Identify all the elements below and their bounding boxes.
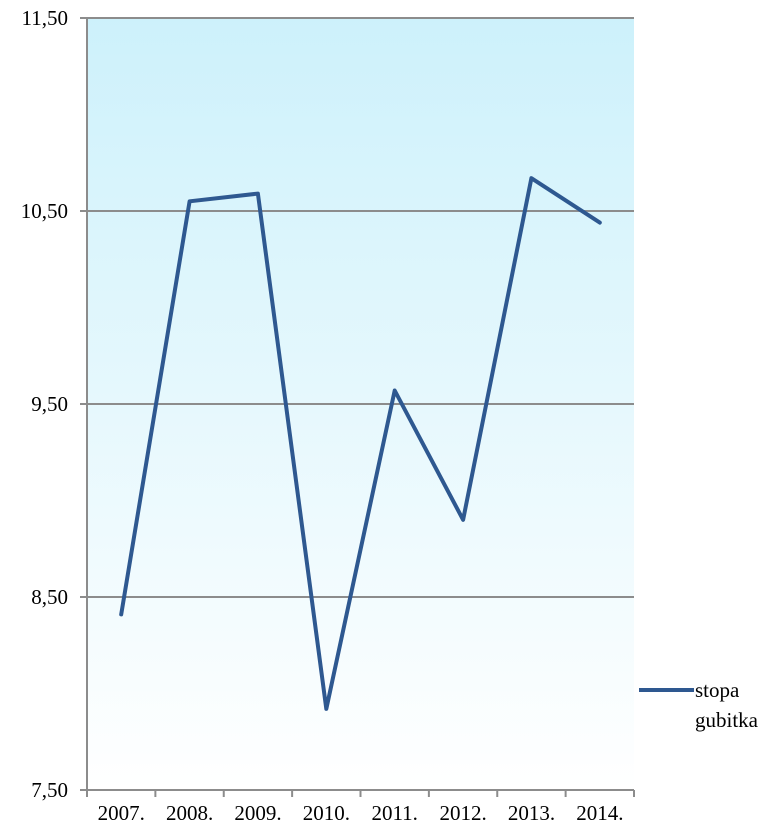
y-tick-label: 9,50 bbox=[31, 392, 68, 416]
y-tick-label: 10,50 bbox=[21, 199, 68, 223]
x-tick-label: 2010. bbox=[303, 801, 350, 825]
x-tick-label: 2014. bbox=[576, 801, 623, 825]
series-group bbox=[119, 176, 602, 711]
x-tick-label: 2013. bbox=[508, 801, 555, 825]
y-tick-label: 11,50 bbox=[22, 6, 68, 30]
y-tick-label: 8,50 bbox=[31, 585, 68, 609]
x-tick-label: 2007. bbox=[98, 801, 145, 825]
x-tick-label: 2012. bbox=[439, 801, 486, 825]
legend: stopa gubitka bbox=[639, 678, 759, 732]
x-axis-labels: 2007. 2008. 2009. 2010. 2011. 2012. 2013. 2014. bbox=[98, 801, 624, 825]
y-axis-labels: 7,50 8,50 9,50 10,50 11,50 bbox=[21, 6, 68, 802]
x-tick-label: 2011. bbox=[371, 801, 417, 825]
legend-label-line-2: gubitka bbox=[695, 708, 759, 732]
x-tick-label: 2008. bbox=[166, 801, 213, 825]
series-line bbox=[119, 176, 602, 711]
axes bbox=[86, 18, 635, 797]
legend-label-line-1: stopa bbox=[695, 678, 740, 702]
y-tick-label: 7,50 bbox=[31, 778, 68, 802]
x-tick-label: 2009. bbox=[234, 801, 281, 825]
gridlines bbox=[80, 17, 634, 791]
